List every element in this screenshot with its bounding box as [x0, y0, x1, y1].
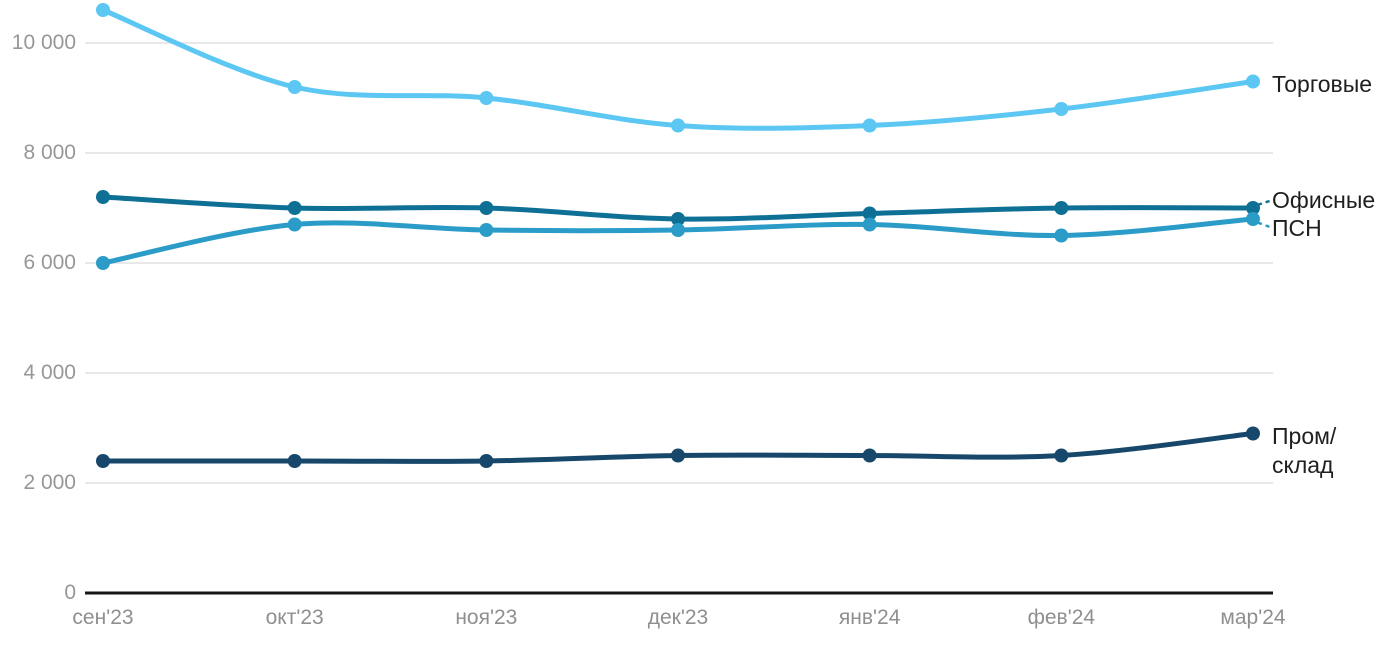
data-point-torgovye-4: [862, 118, 877, 133]
data-point-ofisnye-5: [1054, 201, 1069, 215]
data-point-ofisnye-4: [862, 206, 877, 221]
x-axis-tick-label: ноя'23: [455, 606, 518, 629]
data-point-psn-3: [671, 223, 685, 237]
data-point-ofisnye-3: [671, 212, 685, 226]
x-axis-tick-label: мар'24: [1220, 606, 1286, 629]
series-label-line: Торговые: [1272, 71, 1373, 97]
data-point-torgovye-3: [671, 118, 685, 133]
data-point-prom-sklad-6: [1246, 426, 1260, 441]
data-point-psn-6: [1246, 212, 1260, 226]
data-point-torgovye-0: [96, 3, 110, 17]
series-label-line: Офисные: [1272, 186, 1376, 213]
x-axis-tick-label: дек'23: [647, 606, 709, 629]
data-point-prom-sklad-0: [96, 454, 110, 468]
data-point-prom-sklad-2: [479, 454, 494, 468]
data-point-ofisnye-1: [287, 201, 302, 215]
series-label-torgovye: Торговые: [1272, 70, 1372, 99]
data-point-torgovye-1: [287, 80, 302, 94]
y-axis-tick-label: 4 000: [23, 361, 76, 384]
series-label-psn: ПСН: [1272, 214, 1322, 243]
x-axis-tick-label: янв'24: [838, 606, 901, 629]
series-label-line: склад: [1272, 452, 1334, 478]
data-point-psn-0: [96, 256, 110, 270]
y-axis-tick-label: 10 000: [11, 31, 76, 54]
data-point-ofisnye-2: [479, 201, 494, 215]
x-axis-tick-label: сен'23: [72, 606, 134, 629]
label-leader-ofisnye: [1257, 199, 1271, 206]
data-point-prom-sklad-1: [287, 454, 302, 468]
data-point-ofisnye-0: [96, 190, 110, 204]
x-axis-tick-label: фев'24: [1027, 606, 1096, 629]
series-label-line: ПСН: [1272, 214, 1322, 241]
data-point-psn-2: [479, 223, 494, 237]
data-point-psn-1: [287, 217, 302, 232]
data-point-ofisnye-6: [1246, 201, 1260, 215]
data-point-prom-sklad-5: [1054, 448, 1069, 463]
data-point-psn-4: [862, 217, 877, 232]
data-point-psn-5: [1054, 228, 1069, 243]
series-label-prom-sklad: Пром/склад: [1272, 422, 1336, 480]
series-label-line: Пром/: [1272, 423, 1337, 449]
label-leader-psn: [1257, 221, 1271, 228]
series-line-torgovye: [100, 7, 1256, 131]
y-axis-tick-label: 0: [64, 581, 76, 604]
data-point-torgovye-5: [1054, 102, 1069, 116]
data-point-prom-sklad-3: [671, 448, 685, 463]
data-point-prom-sklad-4: [862, 448, 877, 463]
y-axis-tick-label: 8 000: [23, 141, 76, 164]
data-point-torgovye-6: [1246, 74, 1260, 89]
x-axis-tick-label: окт'23: [265, 606, 324, 629]
series-label-ofisnye: Офисные: [1272, 186, 1375, 215]
y-axis-tick-label: 2 000: [23, 471, 76, 494]
y-axis-tick-label: 6 000: [23, 251, 76, 274]
data-point-torgovye-2: [479, 91, 494, 105]
